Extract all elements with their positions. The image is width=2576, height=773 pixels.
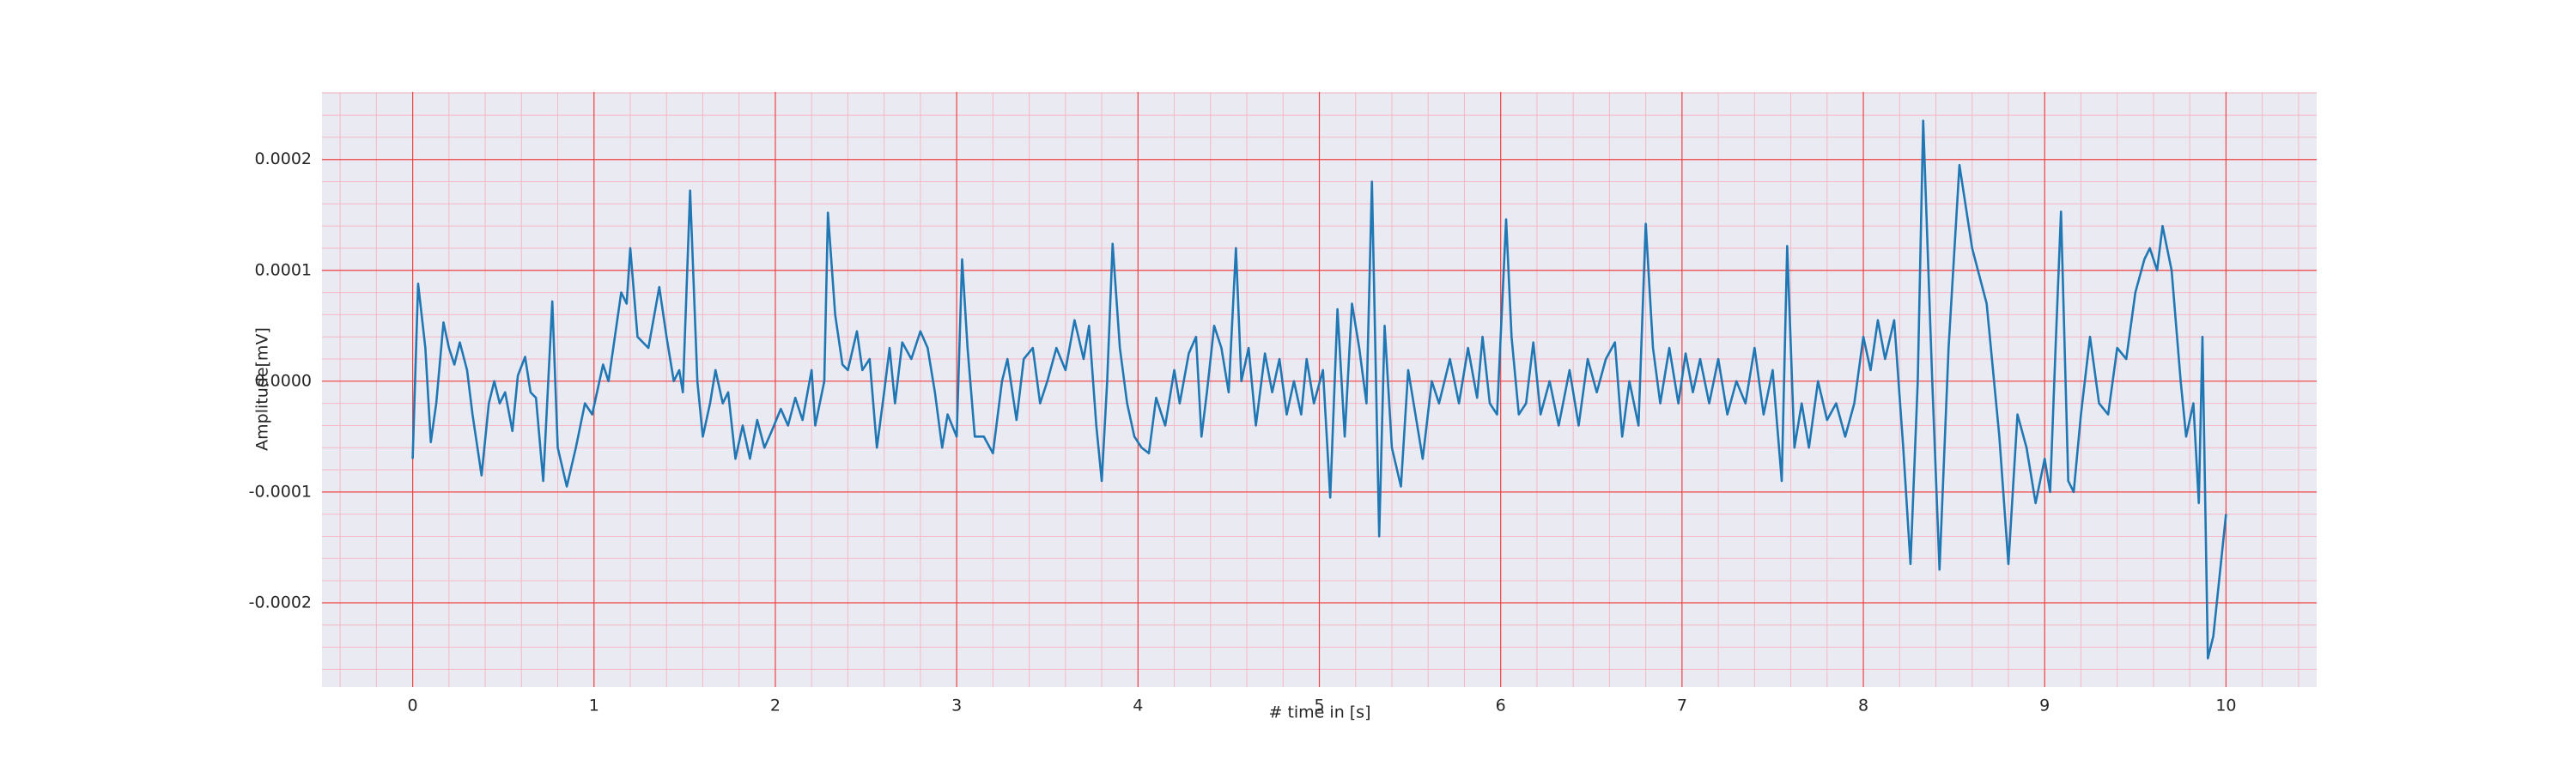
y-tick-label: 0.0000 [255, 371, 312, 390]
x-tick-label: 1 [589, 697, 599, 715]
x-tick-label: 3 [951, 697, 962, 715]
x-tick-label: 8 [1858, 697, 1868, 715]
x-axis-label: # time in [s] [1268, 703, 1370, 722]
x-tick-label: 4 [1133, 697, 1143, 715]
line-series [411, 119, 2227, 660]
x-tick-label: 0 [408, 697, 418, 715]
x-tick-label: 5 [1314, 697, 1324, 715]
y-tick-label: 0.0002 [255, 149, 312, 168]
grid [322, 92, 2317, 687]
y-tick-label: -0.0001 [249, 482, 312, 501]
x-tick-label: 6 [1496, 697, 1506, 715]
x-tick-label: 7 [1677, 697, 1687, 715]
y-tick-label: 0.0001 [255, 260, 312, 279]
y-tick-label: -0.0002 [249, 593, 312, 612]
x-tick-label: 10 [2215, 697, 2236, 715]
x-tick-label: 9 [2039, 697, 2050, 715]
y-axis-label: Amplitude[mV] [253, 327, 272, 451]
x-tick-label: 2 [770, 697, 781, 715]
